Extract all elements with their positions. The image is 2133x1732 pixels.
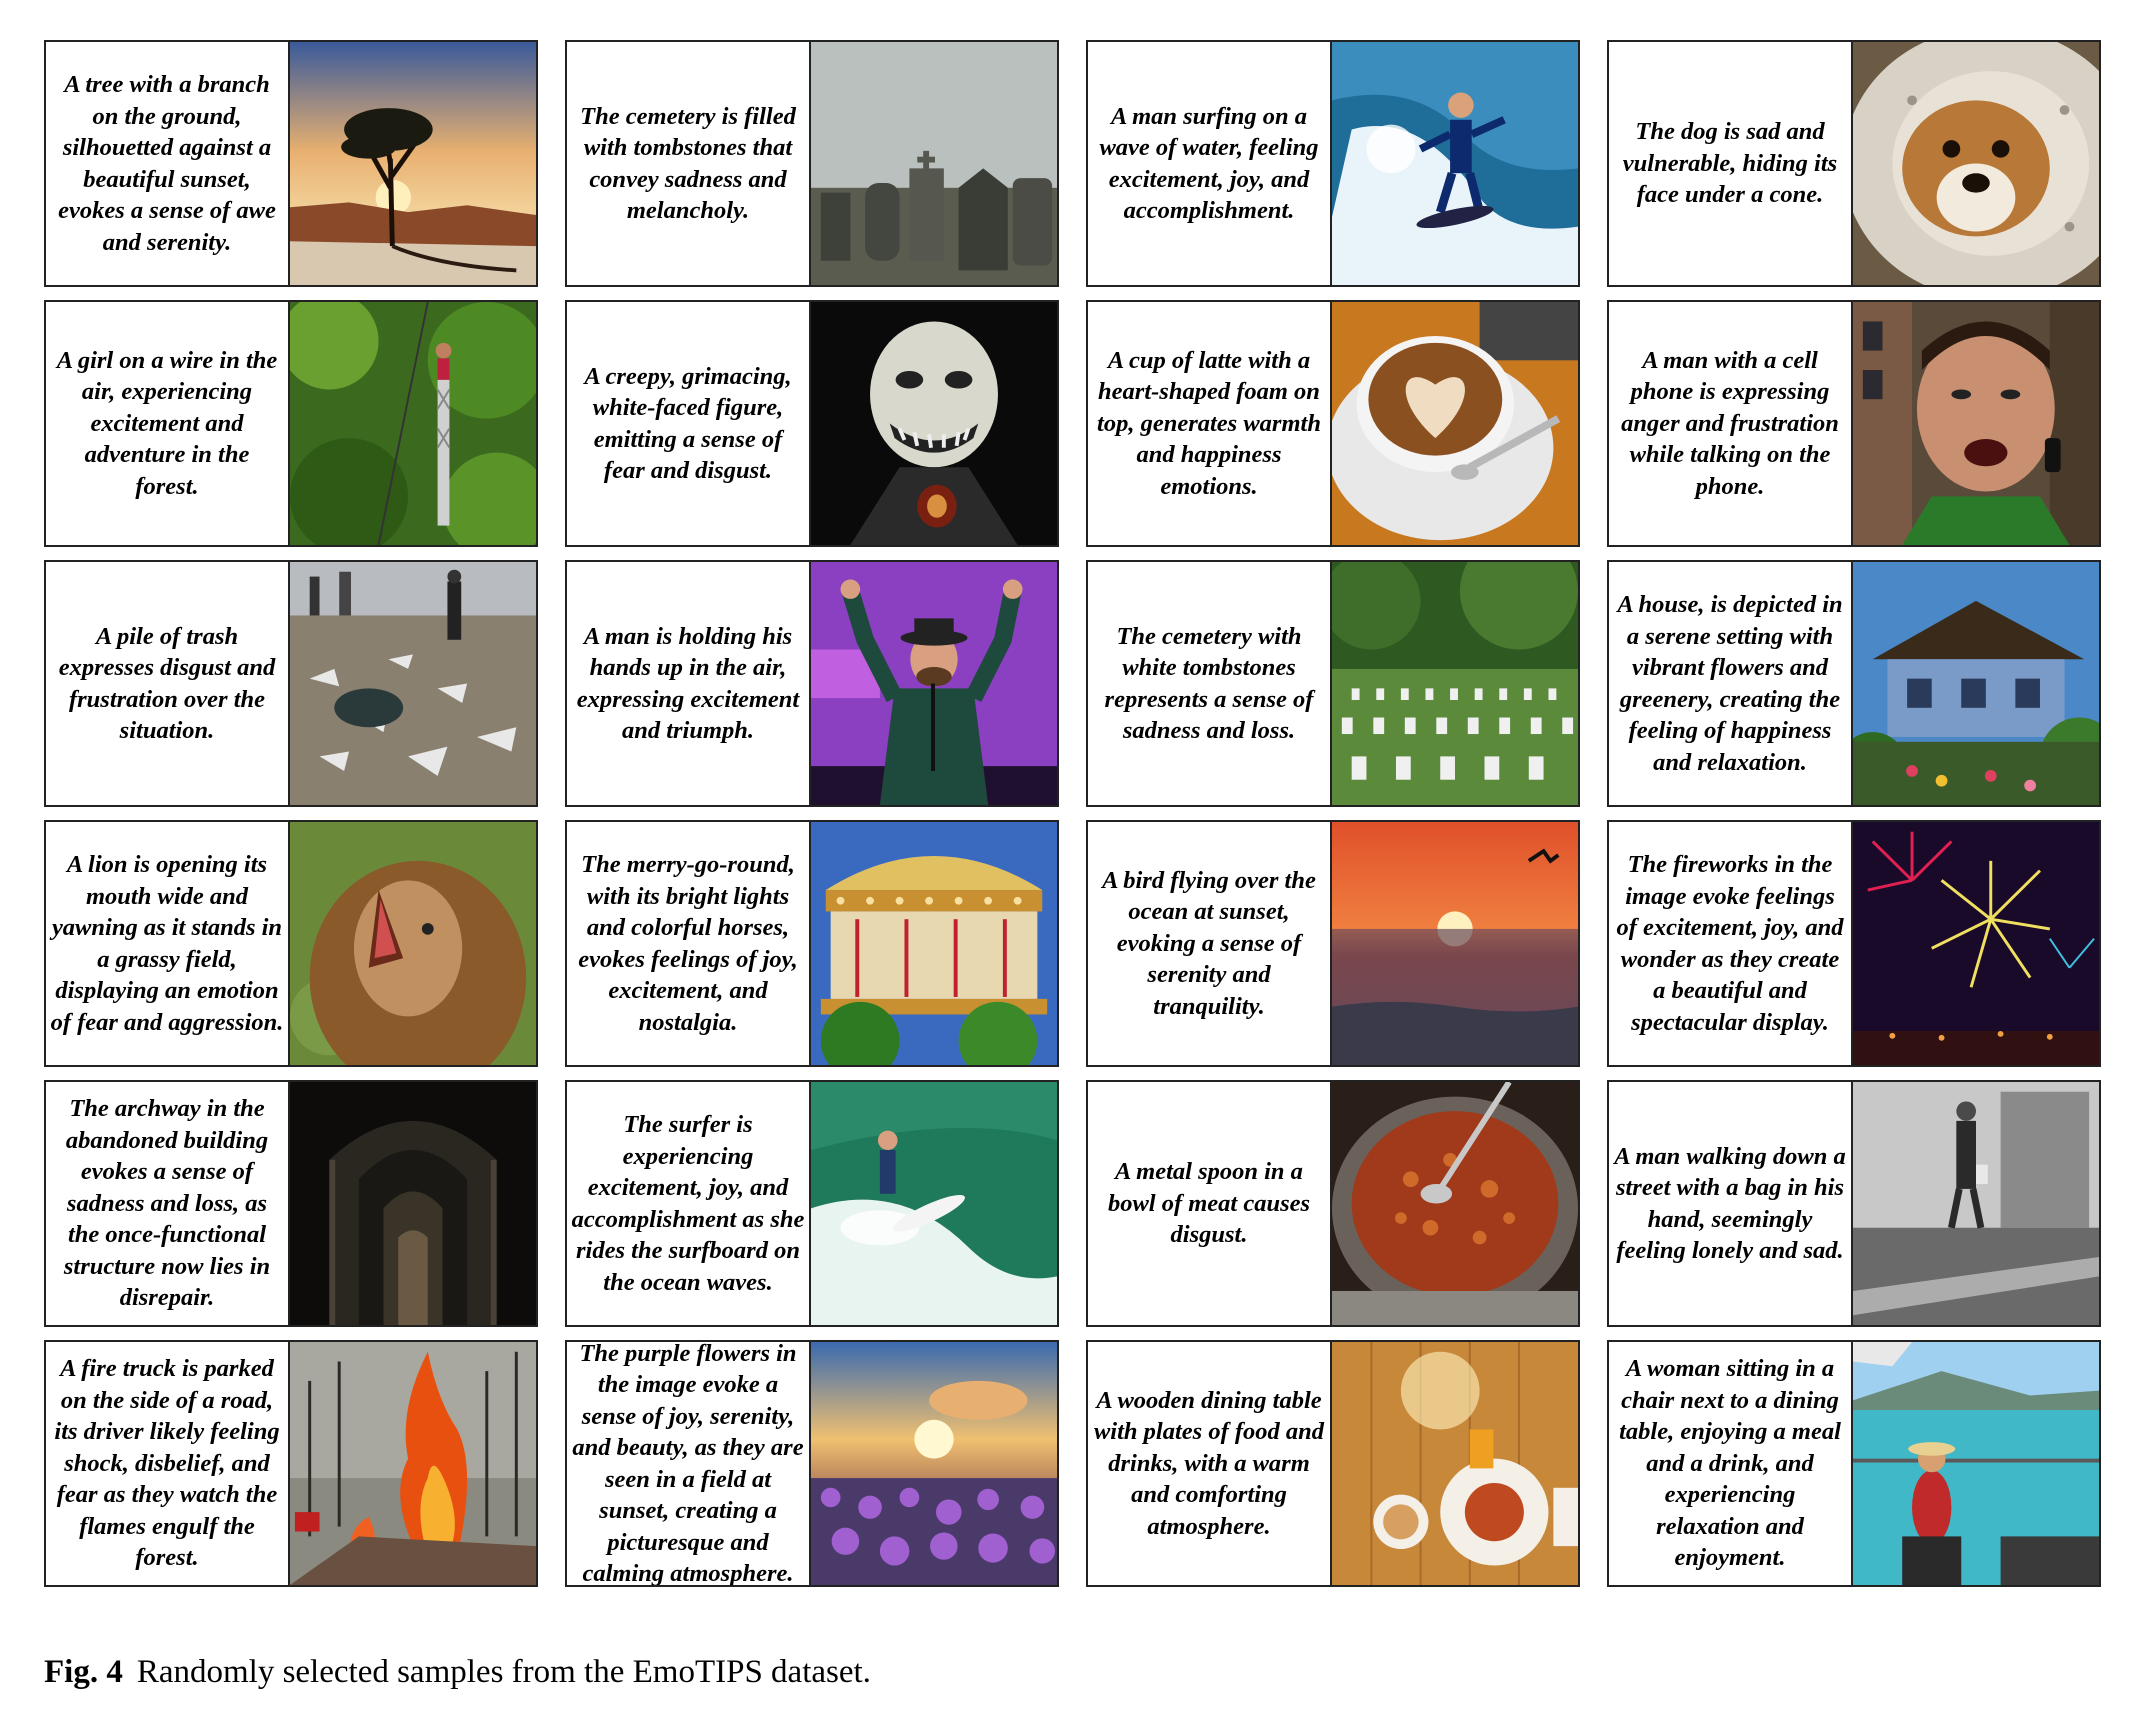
sample-image-sea-view (1853, 1342, 2099, 1585)
sample-image-ocean-sunset (1332, 822, 1578, 1065)
sample-card: A tree with a branch on the ground, silh… (44, 40, 538, 287)
sample-image-archway (290, 1082, 536, 1325)
sample-caption: A girl on a wire in the air, experiencin… (46, 302, 290, 545)
sample-caption: A lion is opening its mouth wide and yaw… (46, 822, 290, 1065)
sample-image-trash (290, 562, 536, 805)
sample-card: The cemetery with white tombstones repre… (1086, 560, 1580, 807)
sample-card: A wooden dining table with plates of foo… (1086, 1340, 1580, 1587)
sample-caption: The cemetery is filled with tombstones t… (567, 42, 811, 285)
sample-caption: The fireworks in the image evoke feeling… (1609, 822, 1853, 1065)
sample-image-meat-bowl (1332, 1082, 1578, 1325)
sample-caption: A pile of trash expresses disgust and fr… (46, 562, 290, 805)
sample-card: A woman sitting in a chair next to a din… (1607, 1340, 2101, 1587)
sample-card: The archway in the abandoned building ev… (44, 1080, 538, 1327)
sample-card: A cup of latte with a heart-shaped foam … (1086, 300, 1580, 547)
sample-caption: A creepy, grimacing, white-faced figure,… (567, 302, 811, 545)
sample-card: The merry-go-round, with its bright ligh… (565, 820, 1059, 1067)
sample-image-forest-wire (290, 302, 536, 545)
sample-caption: A cup of latte with a heart-shaped foam … (1088, 302, 1332, 545)
sample-card: A man surfing on a wave of water, feelin… (1086, 40, 1580, 287)
sample-image-dog-cone (1853, 42, 2099, 285)
sample-card: A house, is depicted in a serene setting… (1607, 560, 2101, 807)
sample-card: A man with a cell phone is expressing an… (1607, 300, 2101, 547)
sample-image-angry-man (1853, 302, 2099, 545)
sample-card: The dog is sad and vulnerable, hiding it… (1607, 40, 2101, 287)
sample-caption: A man is holding his hands up in the air… (567, 562, 811, 805)
sample-card: A lion is opening its mouth wide and yaw… (44, 820, 538, 1067)
sample-caption: The cemetery with white tombstones repre… (1088, 562, 1332, 805)
sample-image-creepy-figure (811, 302, 1057, 545)
sample-image-bw-street (1853, 1082, 2099, 1325)
sample-image-stage-man (811, 562, 1057, 805)
figure-caption-text: Randomly selected samples from the EmoTI… (136, 1654, 871, 1690)
figure-label: Fig. 4 (44, 1654, 123, 1690)
sample-caption: A metal spoon in a bowl of meat causes d… (1088, 1082, 1332, 1325)
sample-caption: A wooden dining table with plates of foo… (1088, 1342, 1332, 1585)
sample-caption: A bird flying over the ocean at sunset, … (1088, 822, 1332, 1065)
sample-image-surfer-wave (1332, 42, 1578, 285)
sample-caption: A man with a cell phone is expressing an… (1609, 302, 1853, 545)
sample-caption: A fire truck is parked on the side of a … (46, 1342, 290, 1585)
sample-image-carousel (811, 822, 1057, 1065)
sample-image-house (1853, 562, 2099, 805)
sample-image-forest-fire (290, 1342, 536, 1585)
sample-card: The purple flowers in the image evoke a … (565, 1340, 1059, 1587)
sample-card: A fire truck is parked on the side of a … (44, 1340, 538, 1587)
figure-caption: Fig. 4 Randomly selected samples from the… (44, 1652, 871, 1692)
sample-card: The cemetery is filled with tombstones t… (565, 40, 1059, 287)
sample-image-green-wave (811, 1082, 1057, 1325)
sample-card: A pile of trash expresses disgust and fr… (44, 560, 538, 807)
sample-image-white-tombstones (1332, 562, 1578, 805)
sample-image-tree-sunset (290, 42, 536, 285)
sample-image-lion (290, 822, 536, 1065)
sample-card: A girl on a wire in the air, experiencin… (44, 300, 538, 547)
sample-image-latte (1332, 302, 1578, 545)
sample-card: A creepy, grimacing, white-faced figure,… (565, 300, 1059, 547)
sample-card: A bird flying over the ocean at sunset, … (1086, 820, 1580, 1067)
sample-card: A man is holding his hands up in the air… (565, 560, 1059, 807)
sample-card: The surfer is experiencing excitement, j… (565, 1080, 1059, 1327)
sample-caption: The dog is sad and vulnerable, hiding it… (1609, 42, 1853, 285)
sample-caption: The merry-go-round, with its bright ligh… (567, 822, 811, 1065)
sample-card: A metal spoon in a bowl of meat causes d… (1086, 1080, 1580, 1327)
sample-caption: The surfer is experiencing excitement, j… (567, 1082, 811, 1325)
sample-card: A man walking down a street with a bag i… (1607, 1080, 2101, 1327)
sample-caption: A house, is depicted in a serene setting… (1609, 562, 1853, 805)
sample-caption: The purple flowers in the image evoke a … (567, 1342, 811, 1585)
sample-caption: A tree with a branch on the ground, silh… (46, 42, 290, 285)
sample-caption: A man walking down a street with a bag i… (1609, 1082, 1853, 1325)
sample-caption: A woman sitting in a chair next to a din… (1609, 1342, 1853, 1585)
sample-image-dining-table (1332, 1342, 1578, 1585)
sample-caption: The archway in the abandoned building ev… (46, 1082, 290, 1325)
sample-image-purple-flowers (811, 1342, 1057, 1585)
sample-caption: A man surfing on a wave of water, feelin… (1088, 42, 1332, 285)
sample-image-foggy-cemetery (811, 42, 1057, 285)
sample-card: The fireworks in the image evoke feeling… (1607, 820, 2101, 1067)
sample-image-fireworks (1853, 822, 2099, 1065)
sample-grid: A tree with a branch on the ground, silh… (44, 40, 2102, 1588)
